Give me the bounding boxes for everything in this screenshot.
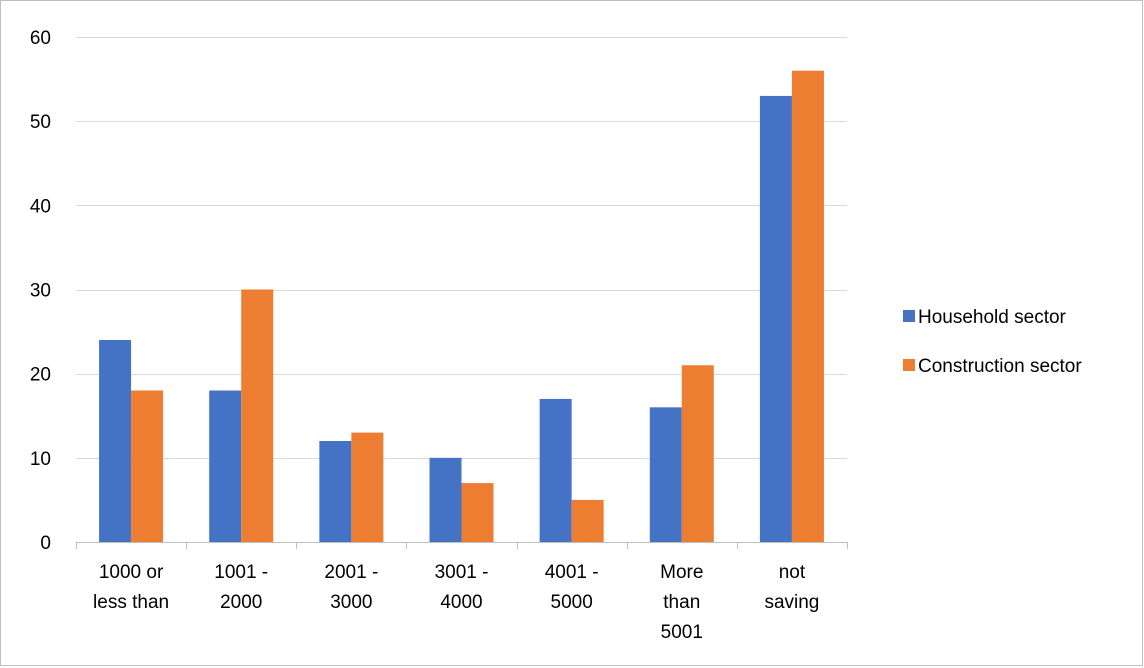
legend-label: Construction sector: [918, 356, 1082, 377]
legend-swatch: [903, 310, 915, 322]
y-tick-label: 10: [30, 449, 51, 470]
x-tick-label-line: 2001 -: [324, 562, 378, 583]
axes: [76, 542, 848, 549]
bar-construction-sector: [681, 365, 714, 542]
bar-construction-sector: [131, 390, 164, 542]
x-tick-label-line: 1001 -: [214, 562, 268, 583]
x-tick-label-line: More: [660, 562, 703, 583]
x-tick-label: 1001 - 2000: [214, 562, 268, 613]
y-tick-label: 20: [30, 365, 51, 386]
bar-construction-sector: [241, 289, 274, 542]
x-tick-label-line: 5000: [551, 592, 593, 613]
x-tick-label-line: saving: [764, 592, 819, 613]
x-tick-label-line: 3001 -: [435, 562, 489, 583]
x-tick-label-line: 3000: [330, 592, 372, 613]
bar-household-sector: [649, 407, 682, 542]
x-axis-tick-labels: 1000 or less than 1001 - 2000 2001 - 3000 3001…: [93, 562, 819, 643]
bar-household-sector: [209, 390, 242, 542]
x-tick-label-line: less than: [93, 592, 169, 613]
bar-household-sector: [759, 95, 792, 543]
y-tick-label: 60: [30, 28, 51, 49]
bars: [99, 70, 824, 543]
x-tick-label: More than 5001: [660, 562, 703, 643]
x-tick-label-line: 4001 -: [545, 562, 599, 583]
y-axis-tick-labels: 0 10 20 30 40 50 60: [30, 28, 51, 554]
x-tick-label-line: not: [779, 562, 806, 583]
gridlines: [76, 37, 847, 459]
x-tick-label: 4001 - 5000: [545, 562, 599, 613]
x-tick-label: 1000 or less than: [93, 562, 169, 613]
legend: Household sector Construction sector: [903, 307, 1082, 377]
x-tick-label-line: 1000 or: [99, 562, 164, 583]
bar-household-sector: [319, 441, 352, 542]
bar-household-sector: [99, 340, 132, 542]
legend-swatch: [903, 359, 915, 371]
bar-construction-sector: [571, 499, 604, 542]
bar-construction-sector: [351, 432, 384, 542]
bar-household-sector: [539, 398, 572, 542]
x-tick-label-line: 5001: [661, 622, 703, 643]
x-tick-label: not saving: [764, 562, 819, 613]
x-tick-label-line: than: [663, 592, 700, 613]
x-tick-label-line: 4000: [440, 592, 482, 613]
x-tick-label: 2001 - 3000: [324, 562, 378, 613]
bar-household-sector: [429, 457, 462, 542]
bar-construction-sector: [461, 483, 494, 542]
bar-construction-sector: [791, 70, 824, 543]
legend-label: Household sector: [918, 307, 1067, 328]
y-tick-label: 30: [30, 281, 51, 302]
y-tick-label: 40: [30, 196, 51, 217]
y-tick-label: 50: [30, 112, 51, 133]
y-tick-label: 0: [40, 533, 51, 554]
x-tick-label: 3001 - 4000: [435, 562, 489, 613]
x-tick-label-line: 2000: [220, 592, 262, 613]
